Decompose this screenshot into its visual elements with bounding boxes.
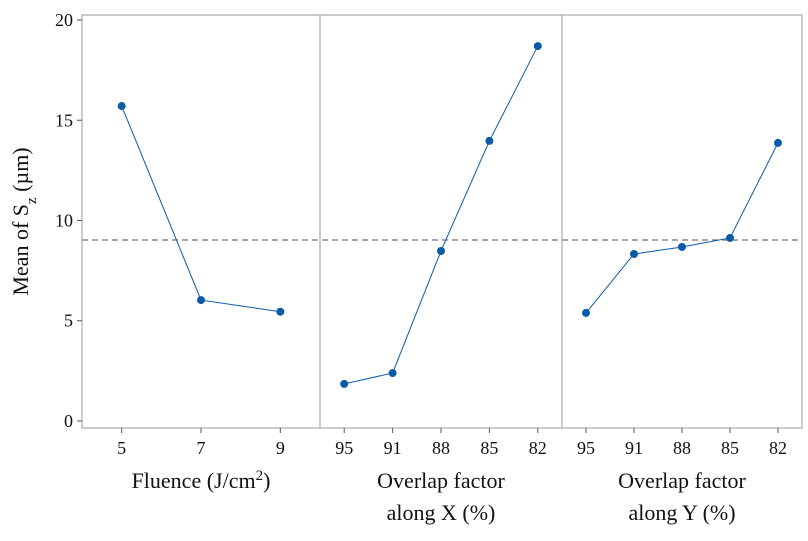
x-tick-label: 85	[480, 438, 498, 458]
y-tick-label: 10	[55, 210, 73, 230]
y-tick-label: 15	[55, 110, 73, 130]
effect-point	[437, 246, 445, 255]
y-tick-label: 0	[64, 411, 73, 431]
x-tick-label: 95	[577, 438, 595, 458]
label-part: Mean of S	[8, 204, 33, 296]
effect-point	[276, 307, 285, 316]
label-part: Overlap factor	[377, 468, 505, 493]
effect-point	[726, 233, 734, 242]
y-axis-label: Mean of Sz (µm)	[8, 147, 40, 295]
x-axis-label: along Y (%)	[628, 500, 735, 525]
effect-point	[388, 369, 397, 378]
effect-point	[774, 138, 782, 147]
x-tick-label: 95	[335, 438, 353, 458]
label-part: (µm)	[8, 147, 33, 197]
effect-point	[197, 296, 205, 305]
x-axis-label: Overlap factor	[377, 468, 505, 493]
effect-point	[630, 249, 638, 258]
x-tick-label: 5	[117, 438, 126, 458]
effect-point	[678, 242, 686, 251]
y-tick-label: 5	[64, 311, 73, 331]
plot-frame	[81, 14, 803, 429]
effect-line	[121, 105, 281, 313]
x-tick-label: 91	[625, 438, 643, 458]
x-tick-label: 9	[276, 438, 285, 458]
effect-point	[485, 136, 494, 145]
effect-point	[582, 308, 590, 317]
x-tick-label: 7	[197, 438, 206, 458]
label-part: along X (%)	[387, 500, 496, 525]
effect-point	[117, 102, 126, 111]
x-tick-label: 82	[529, 438, 547, 458]
x-axis-label: Overlap factor	[618, 468, 746, 493]
label-part: z	[24, 197, 40, 204]
x-tick-label: 91	[384, 438, 402, 458]
label-part: )	[263, 468, 270, 493]
effect-point	[340, 379, 349, 388]
label-part: Fluence (J/cm	[132, 468, 256, 493]
x-axis-label: along X (%)	[387, 500, 496, 525]
label-part: 2	[256, 468, 264, 484]
effect-line	[585, 142, 779, 314]
effect-line	[344, 45, 539, 385]
x-tick-label: 88	[432, 438, 450, 458]
label-part: along Y (%)	[628, 500, 735, 525]
x-tick-label: 82	[769, 438, 787, 458]
x-axis-label: Fluence (J/cm2)	[132, 468, 271, 493]
label-part: Overlap factor	[618, 468, 746, 493]
x-tick-label: 88	[673, 438, 691, 458]
effect-point	[533, 42, 542, 51]
y-tick-label: 20	[55, 10, 73, 30]
x-tick-label: 85	[721, 438, 739, 458]
